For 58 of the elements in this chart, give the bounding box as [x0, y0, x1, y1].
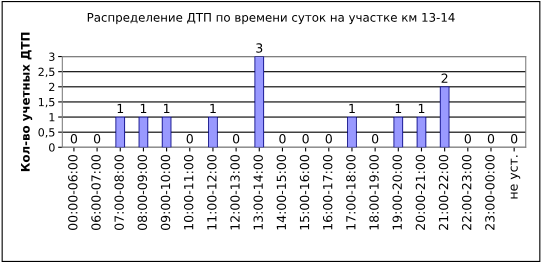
x-tick-label: 19:00-20:00 — [392, 155, 402, 230]
y-tick-label: 1,5 — [38, 98, 54, 108]
bar — [347, 116, 357, 148]
data-label: 0 — [302, 134, 309, 144]
x-tick-label: 00:00-06:00 — [68, 155, 78, 230]
data-label: 1 — [349, 104, 355, 114]
x-tick-label: 07:00-08:00 — [114, 155, 124, 230]
y-tick-label: 0,5 — [38, 128, 54, 138]
data-label: 1 — [396, 104, 402, 114]
y-tick-label: 1 — [50, 113, 54, 122]
bar — [393, 116, 404, 148]
x-tick-label: 20:00-21:00 — [416, 155, 426, 230]
x-tick-label: 16:00-17:00 — [322, 155, 332, 230]
x-tick-label: 11:00-12:00 — [207, 155, 217, 230]
data-label: 1 — [140, 104, 146, 114]
data-label: 3 — [256, 43, 262, 53]
bar — [115, 116, 126, 148]
x-tick-label: 22:00-23:00 — [462, 155, 472, 230]
x-tick-label: 10:00-11:00 — [184, 155, 194, 230]
bar — [254, 56, 264, 148]
data-label: 0 — [372, 134, 378, 144]
chart-title: Распределение ДТП по времени суток на участке км 13-14 — [88, 12, 455, 24]
data-label: 2 — [442, 74, 448, 83]
x-tick-label: 09:00-10:00 — [160, 155, 170, 230]
x-tick-label: 23:00-00:00 — [485, 155, 495, 230]
data-label: 0 — [464, 134, 471, 144]
data-label: 0 — [186, 134, 193, 144]
data-label: 1 — [418, 104, 424, 114]
data-label: 0 — [70, 134, 78, 144]
y-tick-label: 0 — [49, 143, 55, 152]
x-tick-label: 17:00-18:00 — [346, 155, 356, 230]
data-label: 1 — [210, 104, 216, 114]
data-label: 0 — [94, 134, 100, 144]
bar — [208, 116, 218, 148]
x-tick-label: 06:00-07:00 — [91, 155, 101, 230]
x-tick-label: 08:00-09:00 — [138, 155, 148, 230]
bar — [416, 116, 426, 148]
data-label: 0 — [511, 134, 518, 144]
bar — [162, 116, 172, 148]
y-axis-title: Кол-во учетных ДТП — [21, 32, 32, 172]
x-tick-label: 15:00-16:00 — [300, 155, 310, 230]
data-label: 0 — [488, 134, 494, 144]
x-tick-label: 18:00-19:00 — [369, 155, 379, 230]
bar — [138, 116, 148, 148]
x-tick-label: 21:00-22:00 — [438, 155, 448, 230]
y-tick-label: 2 — [49, 82, 54, 92]
x-tick-label: 13:00-14:00 — [253, 155, 263, 230]
y-tick-label: 2,5 — [38, 68, 54, 78]
data-label: 0 — [326, 134, 332, 144]
data-label: 1 — [118, 104, 124, 114]
bar — [440, 86, 450, 148]
y-tick-label: 3 — [49, 52, 54, 61]
data-label: 0 — [232, 134, 240, 144]
data-label: 0 — [279, 134, 286, 144]
data-label: 1 — [164, 104, 170, 114]
x-tick-label: 12:00-13:00 — [230, 155, 240, 230]
x-tick-label: не уст. — [510, 156, 520, 198]
x-tick-label: 14:00-15:00 — [276, 155, 286, 230]
